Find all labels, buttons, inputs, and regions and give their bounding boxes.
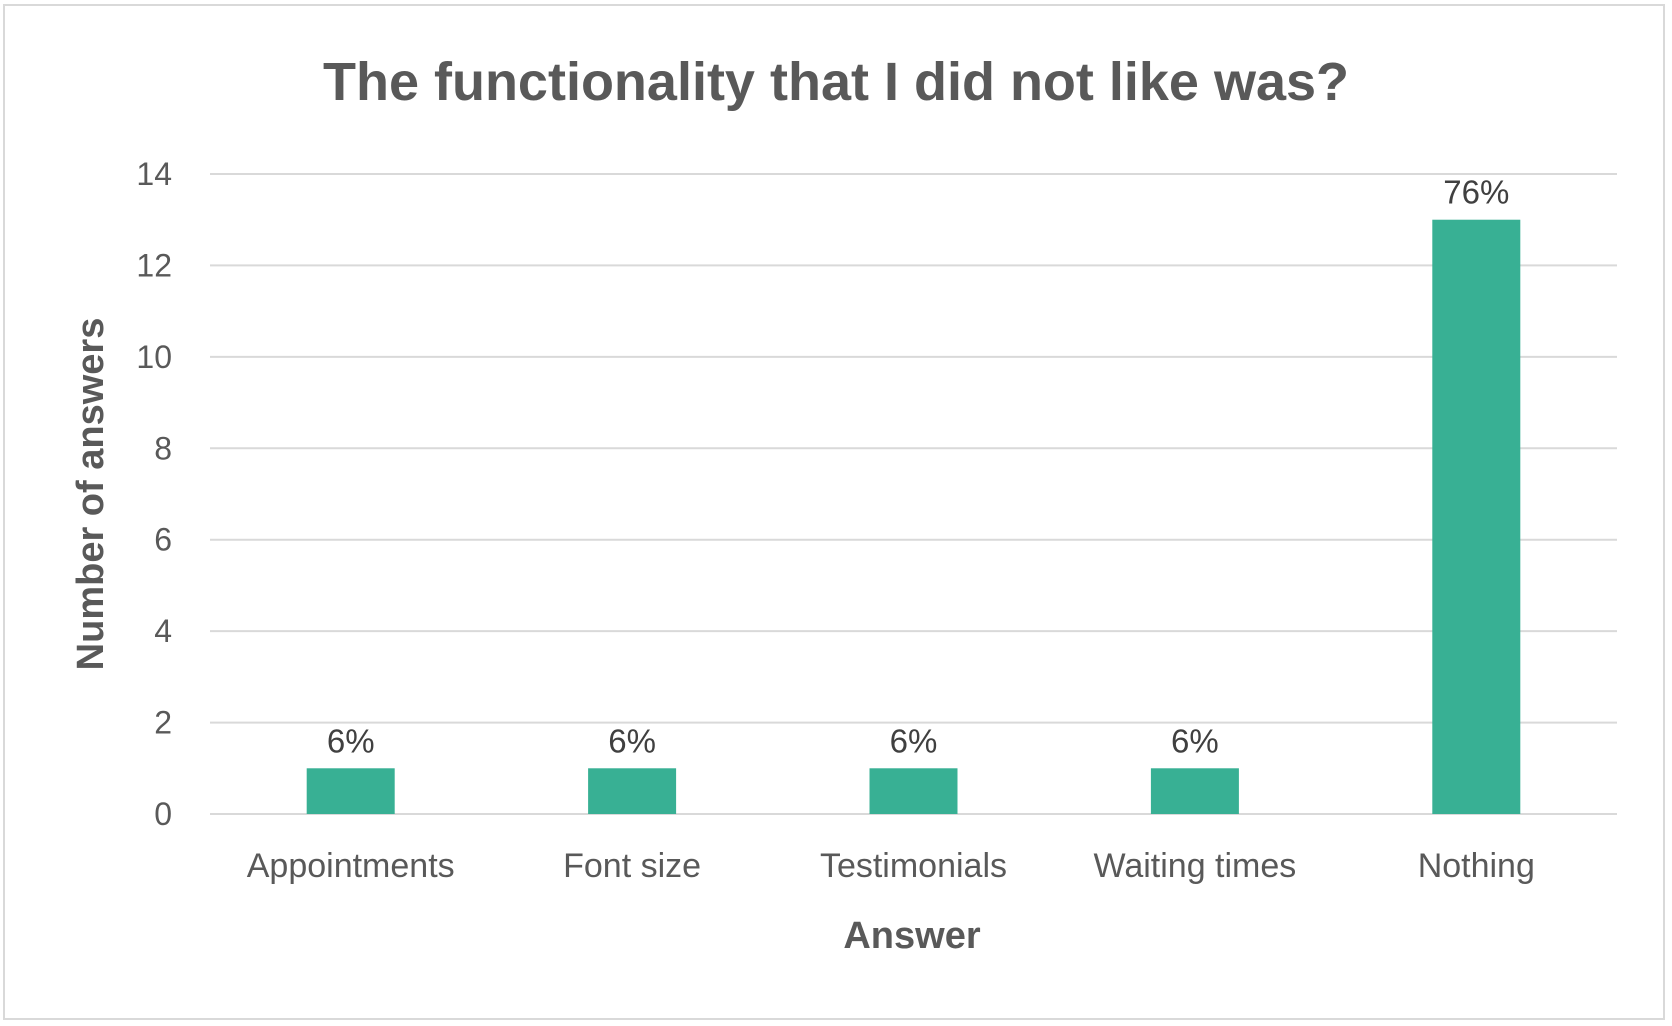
data-label: 76% — [1443, 174, 1509, 211]
bar — [588, 768, 677, 814]
x-category-label: Nothing — [1418, 847, 1535, 885]
data-label: 6% — [608, 722, 656, 759]
data-label: 6% — [1171, 722, 1219, 759]
y-tick-label: 0 — [154, 796, 172, 832]
x-category-label: Waiting times — [1094, 847, 1297, 885]
y-tick-label: 2 — [154, 705, 172, 741]
y-tick-label: 4 — [154, 613, 172, 649]
y-axis-title: Number of answers — [70, 318, 112, 671]
x-category-label: Font size — [563, 847, 701, 885]
x-axis-categories: Appointments Font size Testimonials Waiting… — [247, 847, 1535, 885]
y-tick-label: 14 — [136, 156, 172, 192]
y-tick-label: 10 — [136, 339, 172, 375]
x-axis-title: Answer — [843, 915, 980, 957]
data-labels: 6% 6% 6% 6% 76% — [327, 174, 1509, 760]
y-tick-label: 6 — [154, 522, 172, 558]
bars — [306, 219, 1521, 814]
bar — [306, 768, 395, 814]
bar — [869, 768, 958, 814]
gridlines — [210, 173, 1617, 815]
y-tick-label: 12 — [136, 247, 172, 283]
data-label: 6% — [327, 722, 375, 759]
chart-title: The functionality that I did not like wa… — [323, 52, 1349, 112]
x-category-label: Testimonials — [820, 847, 1007, 885]
bar — [1150, 768, 1239, 814]
bar — [1432, 219, 1521, 814]
y-tick-label: 8 — [154, 430, 172, 466]
x-category-label: Appointments — [247, 847, 455, 885]
data-label: 6% — [890, 722, 938, 759]
y-axis-ticks: 0 2 4 6 8 10 12 14 — [136, 156, 172, 832]
